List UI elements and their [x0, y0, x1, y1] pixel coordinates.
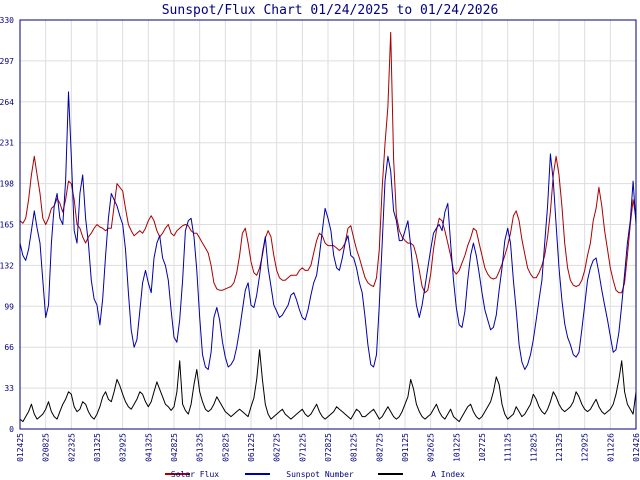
- x-tick-label: 092625: [427, 433, 436, 462]
- y-tick-label: 165: [0, 221, 14, 230]
- x-tick-label: 102725: [478, 433, 487, 462]
- series-lines: [19, 31, 637, 423]
- x-tick-label: 011226: [606, 433, 615, 462]
- x-tick-label: 012425: [16, 433, 25, 462]
- grid-lines: [19, 19, 637, 430]
- x-tick-label: 091125: [401, 433, 410, 462]
- y-tick-label: 99: [4, 302, 14, 311]
- x-tick-label: 081225: [350, 433, 359, 462]
- plot-frame: [19, 19, 637, 430]
- x-tick-label: 052825: [221, 433, 230, 462]
- x-tick-label: 082725: [375, 433, 384, 462]
- y-tick-label: 198: [0, 180, 14, 189]
- x-tick-label: 071225: [298, 433, 307, 462]
- x-tick-label: 072825: [324, 433, 333, 462]
- y-tick-label: 231: [0, 139, 14, 148]
- x-tick-label: 111125: [504, 433, 513, 462]
- series-line-sunspot-number: [19, 91, 637, 370]
- y-tick-label: 297: [0, 57, 14, 66]
- x-tick-label: 121325: [555, 433, 564, 462]
- legend-label: Solar Flux: [171, 470, 219, 479]
- series-line-solar-flux: [19, 31, 637, 294]
- x-tick-label: 012426: [632, 433, 640, 462]
- legend-label: Sunspot Number: [286, 470, 354, 479]
- x-tick-label: 031325: [93, 433, 102, 462]
- y-tick-label: 33: [4, 384, 14, 393]
- x-tick-label: 122925: [581, 433, 590, 462]
- x-tick-label: 041325: [144, 433, 153, 462]
- x-tick-label: 061225: [247, 433, 256, 462]
- y-tick-label: 330: [0, 16, 14, 25]
- x-tick-label: 062725: [273, 433, 282, 462]
- x-tick-label: 112825: [529, 433, 538, 462]
- x-tick-label: 032925: [119, 433, 128, 462]
- legend-label: A Index: [431, 470, 465, 479]
- legend: Solar Flux Sunspot Number A Index: [165, 470, 465, 479]
- axes: 0 33 66 99 132 165 198 231 264 297 330 012425 020825…: [0, 16, 640, 462]
- y-tick-label: 264: [0, 98, 14, 107]
- x-tick-label: 020825: [42, 433, 51, 462]
- y-tick-label: 0: [9, 425, 14, 434]
- chart-title: Sunspot/Flux Chart 01/24/2025 to 01/24/2…: [162, 3, 499, 18]
- series-line-a-index: [19, 349, 637, 423]
- x-tick-label: 042825: [170, 433, 179, 462]
- y-tick-label: 66: [4, 343, 14, 352]
- x-tick-label: 022325: [67, 433, 76, 462]
- x-tick-label: 101225: [452, 433, 461, 462]
- x-tick-label: 051325: [196, 433, 205, 462]
- y-tick-label: 132: [0, 261, 14, 270]
